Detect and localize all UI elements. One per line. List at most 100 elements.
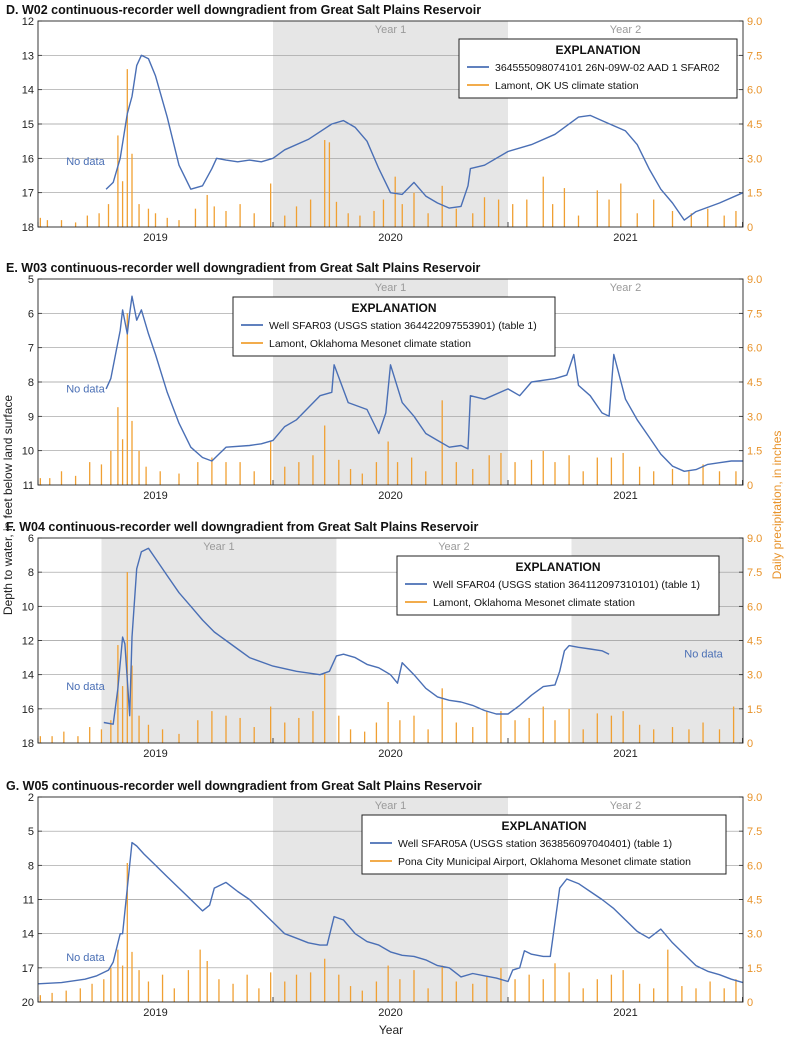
y-tick-label-right: 7.5 [747,50,762,62]
y-tick-label-left: 16 [22,153,34,165]
y-tick-label-right: 4.5 [747,119,762,131]
y-tick-label-right: 6.0 [747,601,762,613]
y-tick-label-left: 14 [22,85,34,97]
y-tick-label-left: 11 [23,480,34,492]
x-tick-label: 2020 [378,490,402,502]
legend-box [458,38,738,99]
plot-frame [37,537,744,744]
y-tick-label-right: 0 [747,738,753,750]
panel-title: F. W04 continuous-recorder well downgrad… [6,520,478,534]
y-tick-label-left: 8 [28,377,34,389]
legend-box [396,555,720,616]
y-tick-label-right: 9.0 [747,792,762,804]
no-data-label: No data [684,649,723,661]
legend-box [232,296,556,357]
y-tick-label-right: 0 [747,480,753,492]
x-tick-label: 2020 [378,232,402,244]
y-tick-label-left: 7 [28,343,34,355]
y-axis-label-right: Daily precipitation, in inches [770,431,784,580]
x-tick-label: 2020 [378,748,402,760]
y-tick-label-left: 13 [22,50,34,62]
y-tick-label-right: 4.5 [747,377,762,389]
panel-2: Year 1 Year 2 6 8 10 12 14 16 18 0 1.5 3.0 4.5 6.0 7.5… [6,520,762,760]
year-label: Year 1 [375,24,406,36]
y-tick-label-left: 9 [28,411,34,423]
y-tick-label-left: 6 [28,308,34,320]
y-tick-label-right: 3.0 [747,670,762,682]
y-tick-label-right: 3.0 [747,153,762,165]
legend: EXPLANATION Well SFAR04 (USGS station 364… [396,555,720,616]
y-tick-label-left: 12 [22,636,34,648]
x-tick-label: 2020 [378,1007,402,1019]
y-axis-label-left: Depth to water, in feet below land surfa… [1,395,15,615]
no-data-label: No data [66,952,105,964]
y-tick-label-left: 5 [28,826,34,838]
plot-frame [37,20,744,228]
x-tick-label: 2019 [143,748,167,760]
y-tick-label-right: 9.0 [747,533,762,545]
x-tick-label: 2021 [613,748,637,760]
year-label: Year 2 [610,282,641,294]
y-tick-label-right: 6.0 [747,860,762,872]
y-tick-label-left: 14 [22,929,34,941]
y-tick-label-left: 11 [23,895,34,907]
y-tick-label-left: 5 [28,274,34,286]
legend-heading: EXPLANATION [501,819,586,833]
y-tick-label-right: 7.5 [747,308,762,320]
panel-1: Year 1 Year 2 5 6 7 8 9 10 11 0 1.5 3.0 4.5 6.0 7.5 9.0… [6,261,762,502]
x-tick-label: 2021 [613,1007,637,1019]
year-label: Year 2 [610,24,641,36]
y-tick-label-right: 9.0 [747,274,762,286]
x-tick-label: 2019 [143,1007,167,1019]
legend-entry: Well SFAR05A (USGS station 3638560970404… [398,838,672,850]
legend-entry: Lamont, OK US climate station [495,80,639,92]
panel-0: Year 1 Year 2 12 13 14 15 16 17 18 0 1.5 3.0 4.5 6.0 7… [6,3,762,244]
y-tick-label-left: 17 [22,188,34,200]
legend-entry: Well SFAR04 (USGS station 36411209731010… [433,579,700,591]
year-label: Year 1 [375,800,406,812]
no-data-label: No data [66,383,105,395]
water-level-line [103,547,610,725]
panel-title: G. W05 continuous-recorder well downgrad… [6,779,482,793]
panel-3: Year 1 Year 2 2 5 8 11 14 17 20 0 1.5 3.0 4.5 6.0 7.5 9… [6,779,762,1019]
legend-heading: EXPLANATION [515,560,600,574]
y-tick-label-left: 18 [22,738,34,750]
y-tick-label-left: 8 [28,567,34,579]
y-tick-label-right: 1.5 [747,704,762,716]
y-tick-label-right: 1.5 [747,188,762,200]
y-tick-label-left: 12 [22,16,34,28]
panel-title: E. W03 continuous-recorder well downgrad… [6,261,481,275]
y-tick-label-right: 9.0 [747,16,762,28]
y-tick-label-left: 10 [22,601,34,613]
legend-box [361,814,727,875]
x-tick-label: 2021 [613,232,637,244]
y-tick-label-right: 1.5 [747,446,762,458]
y-tick-label-left: 20 [22,997,34,1009]
y-tick-label-right: 6.0 [747,85,762,97]
water-level-line [105,295,743,472]
y-tick-label-right: 0 [747,997,753,1009]
water-level-line [37,841,744,985]
plot-frame [37,796,744,1003]
y-tick-label-left: 8 [28,860,34,872]
y-tick-label-left: 10 [22,446,34,458]
legend: EXPLANATION 364555098074101 26N-09W-02 AA… [458,38,738,99]
year-label: Year 2 [610,800,641,812]
y-tick-label-right: 1.5 [747,963,762,975]
x-tick-label: 2019 [143,232,167,244]
y-tick-label-left: 14 [22,670,34,682]
y-tick-label-right: 3.0 [747,411,762,423]
legend-heading: EXPLANATION [351,301,436,315]
y-tick-label-right: 7.5 [747,826,762,838]
y-tick-label-left: 18 [22,222,34,234]
y-tick-label-right: 0 [747,222,753,234]
year-label: Year 2 [438,541,469,553]
year-label: Year 1 [375,282,406,294]
y-tick-label-right: 4.5 [747,636,762,648]
y-tick-label-left: 16 [22,704,34,716]
legend-entry: Pona City Municipal Airport, Oklahoma Me… [398,856,691,868]
water-level-line [105,54,744,221]
no-data-label: No data [66,156,105,168]
x-tick-label: 2021 [613,490,637,502]
